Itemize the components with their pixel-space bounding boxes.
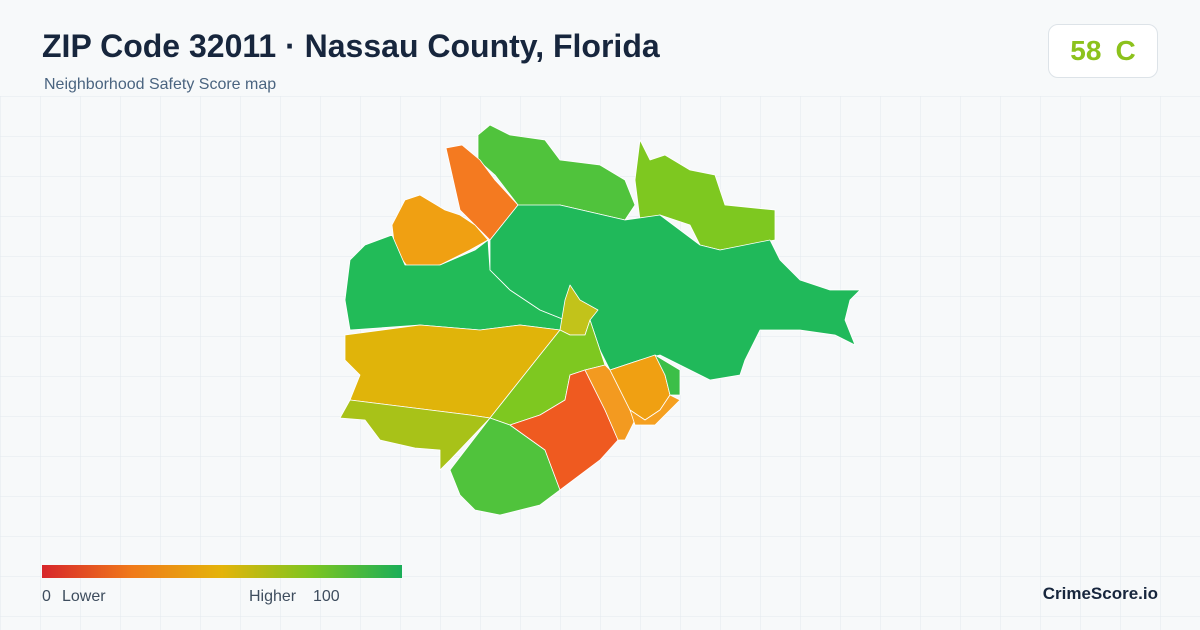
region xyxy=(629,394,681,426)
subtitle: Neighborhood Safety Score map xyxy=(44,76,277,93)
region xyxy=(477,124,636,221)
brand: CrimeScore.io xyxy=(1042,584,1158,603)
legend-min-label: Lower xyxy=(62,588,106,605)
legend-max: 100 xyxy=(313,588,340,605)
legend-min: 0 xyxy=(42,588,51,605)
region xyxy=(654,354,681,396)
region xyxy=(339,399,491,471)
legend-gradient xyxy=(42,565,402,578)
zip-map xyxy=(339,124,861,516)
title: ZIP Code 32011 · Nassau County, Florida xyxy=(42,28,660,64)
score-badge: 58 C xyxy=(1048,24,1158,78)
legend-max-label: Higher xyxy=(249,588,297,605)
score-grade: C xyxy=(1115,35,1136,66)
score-value: 58 xyxy=(1070,35,1102,66)
